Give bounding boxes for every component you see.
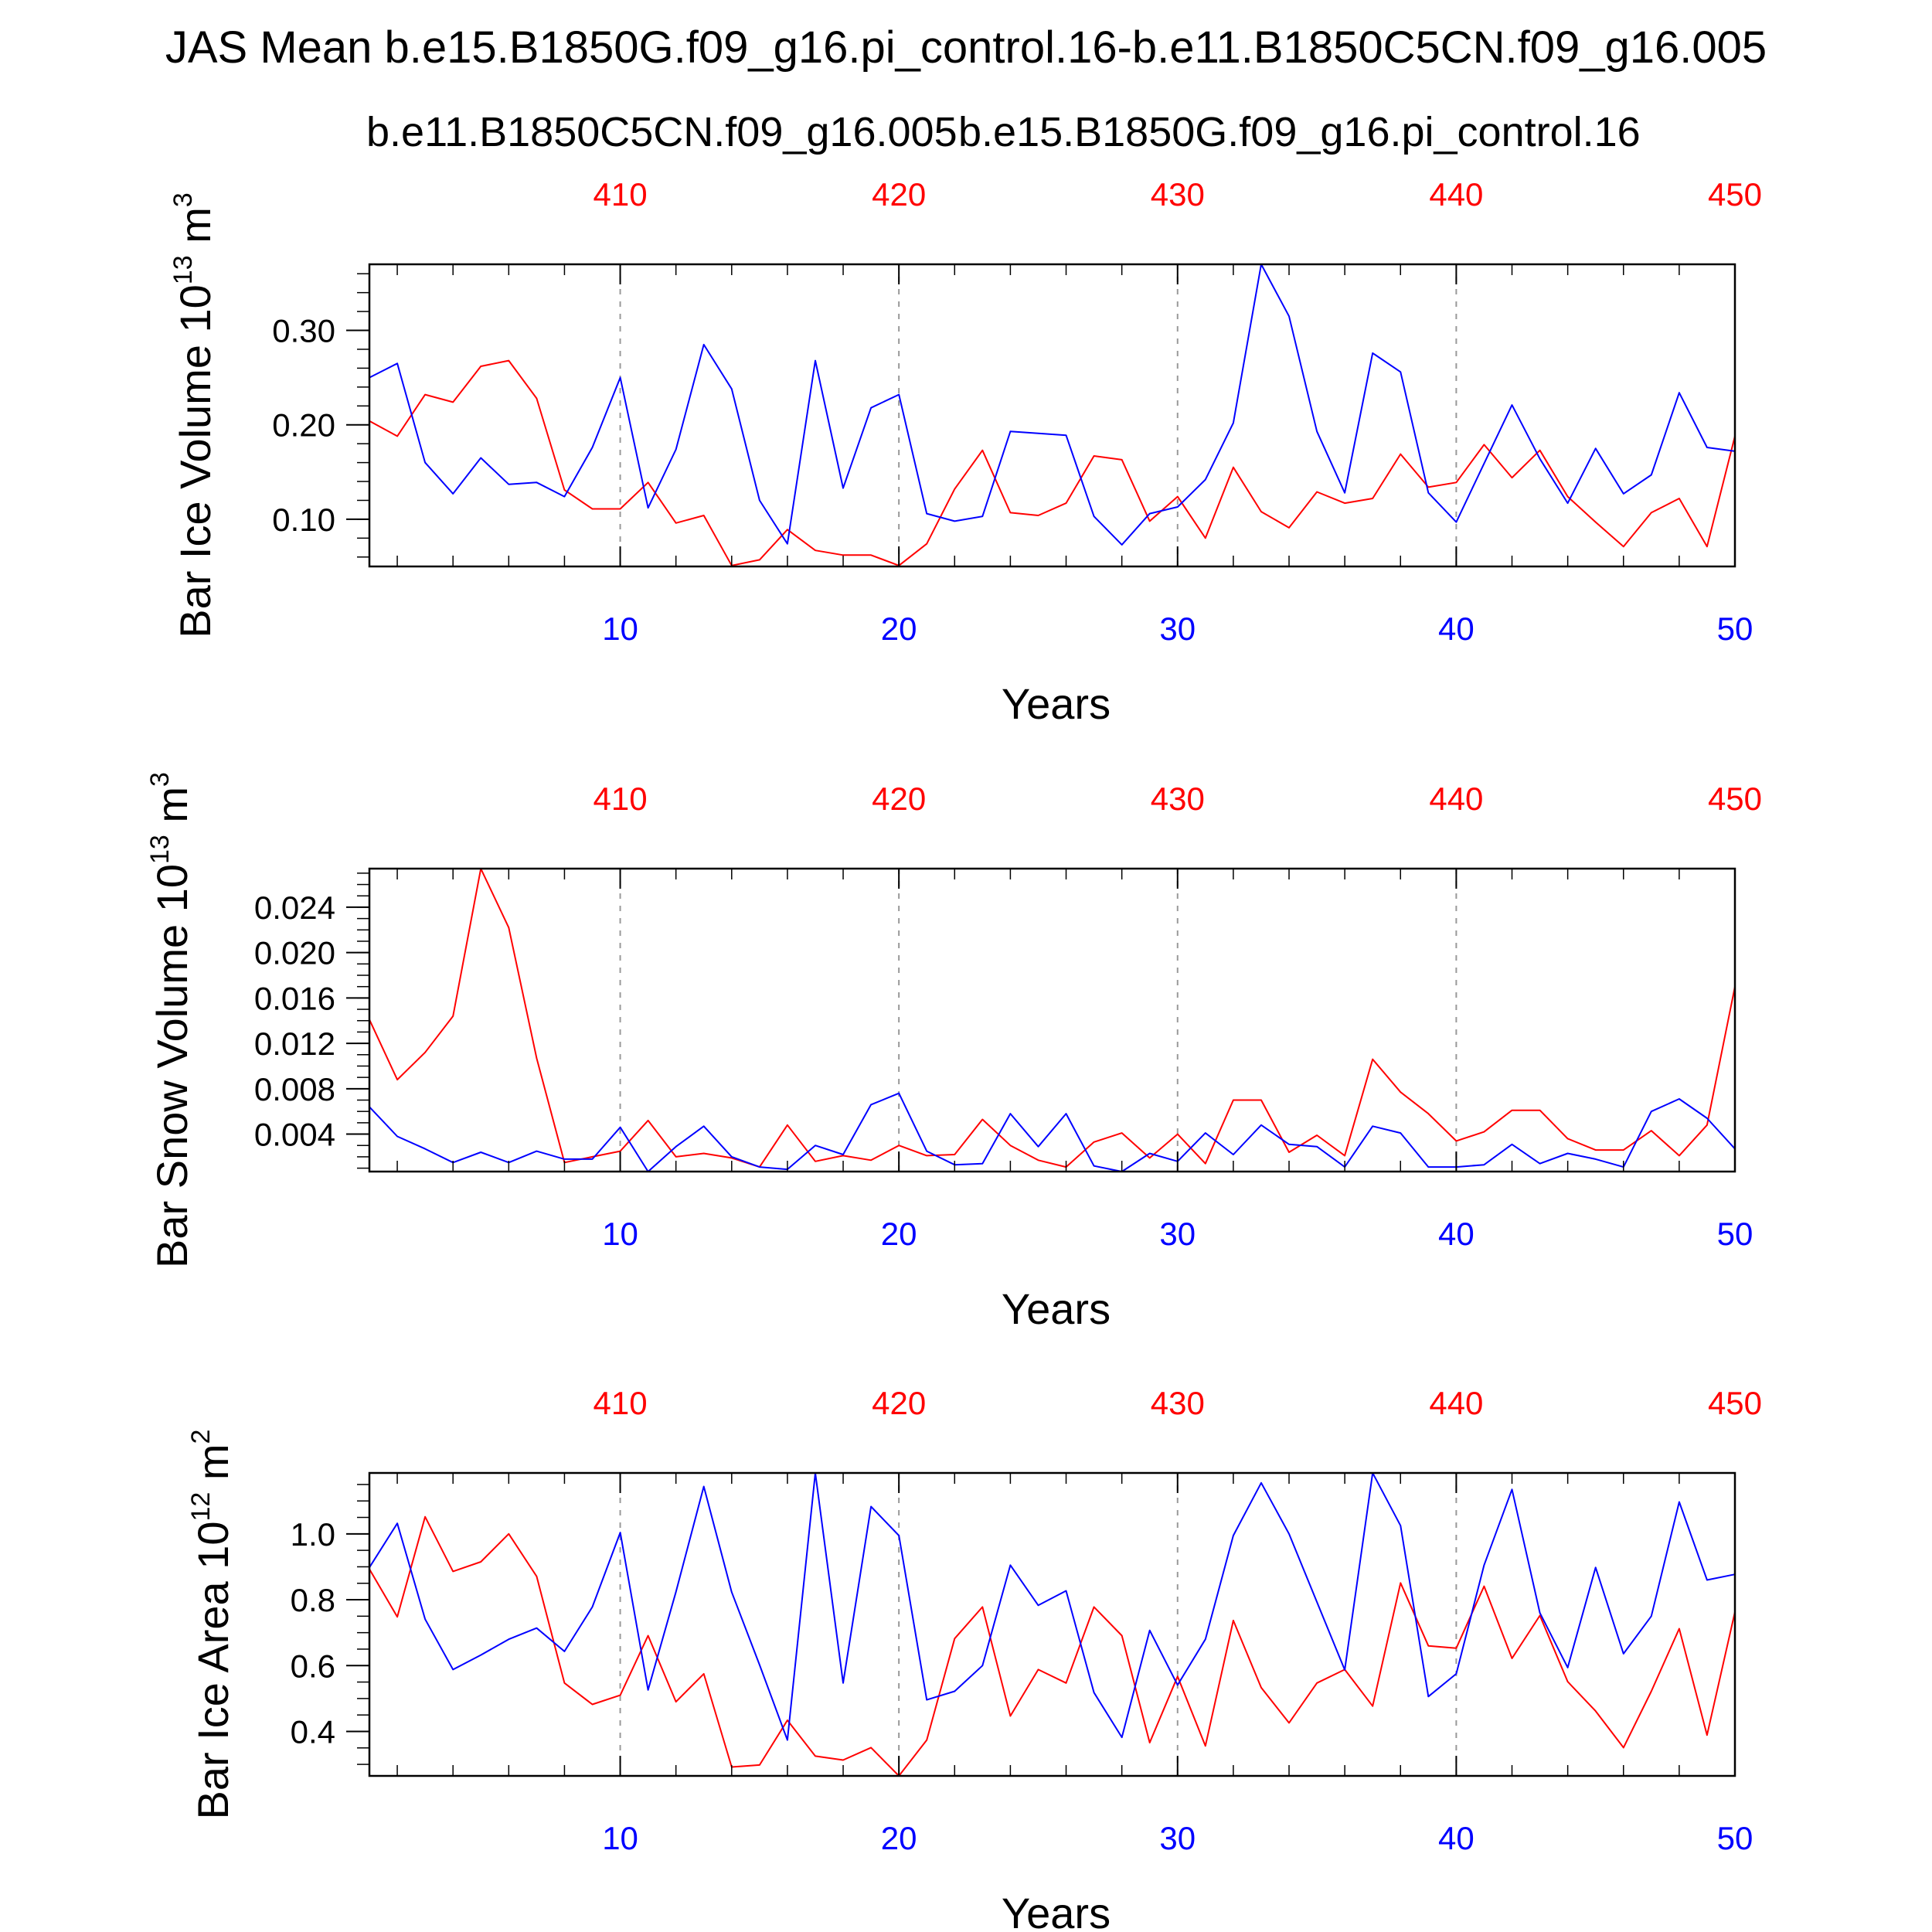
y-tick-label: 0.30 — [272, 313, 335, 349]
y-tick-label: 0.008 — [254, 1071, 335, 1107]
x-axis-label: Years — [1002, 1284, 1111, 1333]
x-tick-label-bottom: 50 — [1717, 611, 1753, 647]
x-tick-label-top: 450 — [1708, 781, 1762, 817]
x-tick-label-top: 430 — [1151, 176, 1205, 213]
y-tick-label: 0.6 — [291, 1648, 335, 1684]
x-tick-label-top: 450 — [1708, 1385, 1762, 1421]
x-tick-label-bottom: 10 — [602, 1820, 638, 1856]
y-tick-label: 0.8 — [291, 1582, 335, 1618]
page-title: JAS Mean b.e15.B1850G.f09_g16.pi_control… — [165, 22, 1767, 73]
subtitle-red-case: b.e11.B1850C5CN.f09_g16.005 — [366, 109, 957, 155]
x-tick-label-bottom: 30 — [1159, 1820, 1196, 1856]
series-line-red — [369, 359, 1736, 566]
x-tick-label-top: 410 — [594, 176, 648, 213]
y-axis-label: Bar Ice Volume 1013 m3 — [168, 192, 219, 638]
y-axis-label: Bar Snow Volume 1013 m3 — [145, 772, 196, 1268]
y-tick-label: 0.20 — [272, 407, 335, 444]
x-tick-label-bottom: 10 — [602, 611, 638, 647]
x-tick-label-bottom: 40 — [1438, 1820, 1475, 1856]
x-tick-label-top: 440 — [1429, 781, 1483, 817]
x-tick-label-bottom: 40 — [1438, 1216, 1475, 1252]
x-tick-label-top: 420 — [872, 781, 926, 817]
series-line-red — [369, 868, 1736, 1168]
y-tick-label: 0.10 — [272, 502, 335, 538]
x-tick-label-bottom: 20 — [881, 611, 917, 647]
x-tick-label-bottom: 20 — [881, 1820, 917, 1856]
x-tick-label-top: 430 — [1151, 781, 1205, 817]
y-tick-label: 0.020 — [254, 935, 335, 971]
x-tick-label-top: 420 — [872, 1385, 926, 1421]
plot-frame — [368, 263, 1736, 568]
x-tick-label-bottom: 50 — [1717, 1820, 1753, 1856]
subtitle-blue-case: b.e15.B1850G.f09_g16.pi_control.16 — [958, 109, 1641, 155]
y-tick-label: 1.0 — [291, 1516, 335, 1553]
x-axis-label: Years — [1002, 1889, 1111, 1932]
series-line-red — [369, 1515, 1736, 1777]
series-line-blue — [369, 1472, 1736, 1741]
chart-panel-1: 0.10 0.20 0.30 10 20 30 40 50 410 420 430 440 450 Yea… — [168, 176, 1762, 728]
y-tick-label: 0.012 — [254, 1026, 335, 1062]
x-tick-label-bottom: 10 — [602, 1216, 638, 1252]
x-tick-label-bottom: 30 — [1159, 1216, 1196, 1252]
x-tick-label-bottom: 40 — [1438, 611, 1475, 647]
y-tick-label: 0.4 — [291, 1713, 335, 1750]
x-tick-label-top: 430 — [1151, 1385, 1205, 1421]
x-tick-label-top: 450 — [1708, 176, 1762, 213]
series-line-blue — [369, 264, 1736, 546]
y-axis-label: Bar Ice Area 1012 m2 — [186, 1430, 237, 1820]
y-tick-label: 0.016 — [254, 980, 335, 1016]
y-tick-label: 0.024 — [254, 889, 335, 926]
x-tick-label-bottom: 50 — [1717, 1216, 1753, 1252]
chart-panel-2: 0.004 0.008 0.012 0.016 0.020 0.024 10 20 30 40 50… — [145, 772, 1762, 1333]
x-tick-label-bottom: 20 — [881, 1216, 917, 1252]
x-tick-label-top: 420 — [872, 176, 926, 213]
x-tick-label-top: 440 — [1429, 1385, 1483, 1421]
x-tick-label-bottom: 30 — [1159, 611, 1196, 647]
y-tick-label: 0.004 — [254, 1117, 335, 1153]
x-tick-label-top: 410 — [594, 1385, 648, 1421]
x-axis-label: Years — [1002, 679, 1111, 728]
x-tick-label-top: 440 — [1429, 176, 1483, 213]
plot-frame — [368, 1471, 1736, 1777]
x-tick-label-top: 410 — [594, 781, 648, 817]
series-line-blue — [369, 1092, 1736, 1172]
plot-frame — [368, 867, 1736, 1173]
chart-panel-3: 0.4 0.6 0.8 1.0 10 20 30 40 50 410 420 430 440 450 Yea… — [186, 1385, 1762, 1932]
